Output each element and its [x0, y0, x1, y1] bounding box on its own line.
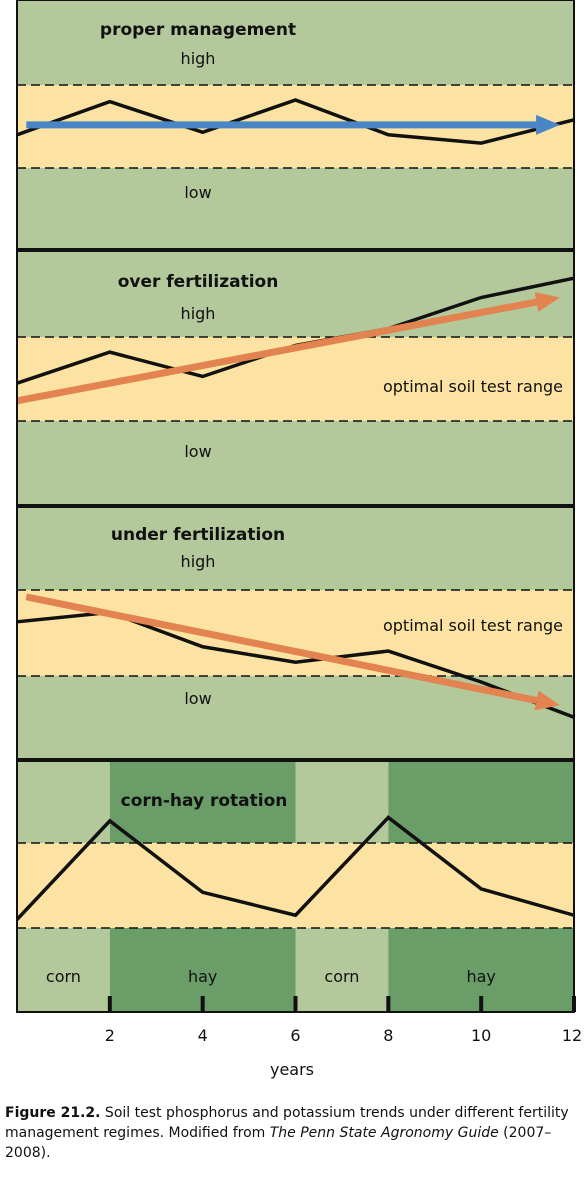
- panel-1-low-label: low: [184, 183, 211, 202]
- panel-3-high-label: high: [181, 552, 216, 571]
- x-tick-label: 4: [198, 1026, 208, 1045]
- panel-2-high-label: high: [181, 304, 216, 323]
- caption-source-title: The Penn State Agronomy Guide: [269, 1125, 499, 1141]
- rotation-corn-label: corn: [324, 967, 359, 986]
- rotation-soil-test-line: [15, 815, 575, 921]
- x-tick-label: 10: [471, 1026, 491, 1045]
- panel-1-trend-arrow-head: [536, 114, 561, 135]
- rotation-upper-corn-band: [17, 760, 110, 843]
- panel-1-high-label: high: [181, 49, 216, 68]
- rotation-upper-corn-band: [295, 760, 389, 843]
- rotation-hay-label: hay: [466, 967, 495, 986]
- panel-3-trend-arrow-head: [534, 690, 561, 711]
- panel-1-low-band: [17, 168, 574, 250]
- rotation-lower-corn-band: [295, 928, 389, 1012]
- soil-test-trends-figure: proper management high low over fertilizati…: [15, 0, 582, 1079]
- panel-3-title: under fertilization: [111, 525, 285, 545]
- panel-3-optimal-label: optimal soil test range: [383, 616, 563, 635]
- x-axis-label: years: [270, 1060, 314, 1079]
- figure-caption: Figure 21.2. Soil test phosphorus and po…: [5, 1103, 583, 1163]
- panel-3-low-label: low: [184, 689, 211, 708]
- panel-1-title: proper management: [100, 20, 296, 40]
- rotation-lower-corn-band: [17, 928, 110, 1012]
- rotation-hay-label: hay: [188, 967, 217, 986]
- panel-3-high-band: [17, 506, 574, 590]
- rotation-corn-label: corn: [46, 967, 81, 986]
- panel-2-trend-arrow: [16, 298, 538, 405]
- caption-text-1: Soil test phosphorus and potassium trend…: [5, 1105, 569, 1141]
- panel-1-high-band: [17, 0, 574, 85]
- x-tick-label: 2: [105, 1026, 115, 1045]
- panel-2-optimal-label: optimal soil test range: [383, 377, 563, 396]
- rotation-upper-hay-band: [388, 760, 574, 843]
- x-tick-label: 6: [290, 1026, 300, 1045]
- panel-2-low-label: low: [184, 442, 211, 461]
- panel-3-trend-arrow: [25, 593, 538, 704]
- rotation-title: corn-hay rotation: [121, 791, 288, 811]
- panel-2-title: over fertilization: [118, 272, 279, 292]
- caption-label: Figure 21.2.: [5, 1105, 101, 1121]
- panel-2-trend-arrow-head: [534, 292, 561, 312]
- panel-2-low-band: [17, 421, 574, 506]
- x-tick-label: 8: [383, 1026, 393, 1045]
- panel-2-high-band: [17, 250, 574, 337]
- x-tick-label: 12: [562, 1026, 582, 1045]
- caption-text-2: (2007–2008).: [5, 1125, 552, 1161]
- rotation-upper-hay-band: [109, 760, 296, 843]
